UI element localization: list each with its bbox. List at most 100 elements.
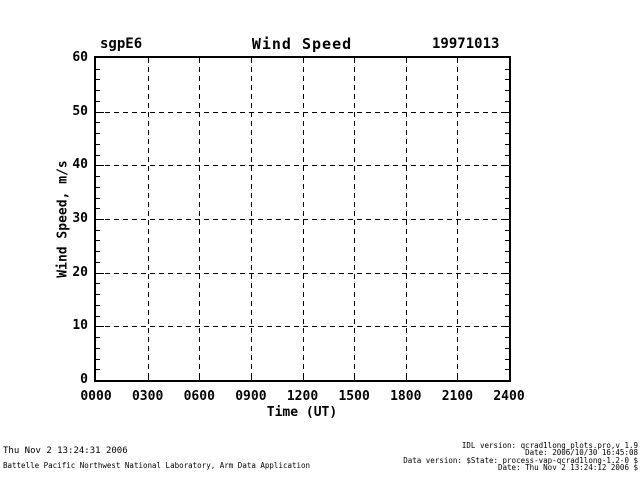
y-minor-tick-right	[505, 315, 509, 317]
site-label: sgpE6	[100, 36, 143, 52]
footer-version-info: IDL version: qcrad1long_plots.pro,v 1.9 …	[403, 442, 638, 472]
footer-organization: Battelle Pacific Northwest National Labo…	[3, 461, 311, 470]
y-major-tick-left	[96, 326, 104, 328]
y-minor-tick-right	[505, 122, 509, 124]
y-minor-tick-right	[505, 261, 509, 263]
x-tick-label: 2100	[441, 389, 474, 404]
y-minor-tick-right	[505, 229, 509, 231]
y-minor-tick-left	[96, 68, 100, 70]
y-minor-tick-right	[505, 133, 509, 135]
y-major-tick-right	[501, 219, 509, 220]
y-minor-tick-left	[96, 315, 100, 317]
footer-idl-version: IDL version: qcrad1long_plots.pro,v 1.9	[461, 441, 638, 450]
y-minor-tick-left	[96, 304, 100, 306]
y-minor-tick-right	[505, 251, 509, 253]
y-tick-label: 40	[72, 157, 88, 173]
x-major-tick-top	[250, 58, 252, 63]
y-minor-tick-left	[96, 240, 100, 242]
y-minor-tick-right	[505, 294, 509, 296]
x-major-tick-top	[405, 58, 407, 63]
x-major-tick-top	[457, 58, 459, 63]
x-tick-label: 0000	[80, 389, 112, 404]
y-minor-tick-left	[96, 294, 100, 296]
y-minor-tick-left	[96, 229, 100, 231]
footer-timestamp: Thu Nov 2 13:24:31 2006	[3, 446, 128, 456]
y-tick-label: 10	[72, 318, 88, 334]
y-minor-tick-left	[96, 143, 100, 145]
y-minor-tick-right	[505, 208, 509, 210]
y-major-tick-right	[501, 165, 509, 167]
chart-title: Wind Speed	[251, 35, 353, 53]
y-minor-tick-left	[96, 208, 100, 210]
y-tick-label: 50	[72, 103, 88, 119]
x-tick-label: 1200	[286, 389, 319, 404]
y-major-tick-left	[96, 272, 104, 274]
y-minor-tick-right	[505, 337, 509, 339]
y-minor-tick-left	[96, 186, 100, 188]
x-tick-label: 0300	[131, 389, 164, 404]
plot-area	[94, 56, 511, 382]
x-major-tick-bottom	[147, 375, 149, 380]
y-minor-tick-right	[505, 283, 509, 285]
y-minor-tick-left	[96, 283, 100, 285]
footer-idl-date: Date: 2006/10/30 16:45:08	[525, 448, 638, 458]
x-tick-label: 0900	[235, 389, 267, 404]
y-minor-tick-right	[505, 358, 509, 360]
y-minor-tick-left	[96, 251, 100, 253]
y-minor-tick-right	[505, 90, 509, 92]
y-gridline	[96, 111, 509, 113]
x-tick-label: 1800	[390, 389, 422, 404]
y-major-tick-left	[96, 219, 104, 220]
y-gridline	[96, 272, 509, 274]
y-minor-tick-left	[96, 90, 100, 92]
x-major-tick-top	[302, 58, 304, 63]
y-minor-tick-right	[505, 143, 509, 145]
y-minor-tick-right	[505, 154, 509, 156]
plot-date-label: 19971013	[432, 36, 500, 52]
y-gridline	[96, 326, 509, 328]
y-minor-tick-right	[505, 347, 509, 349]
y-minor-tick-left	[96, 154, 100, 156]
y-minor-tick-left	[96, 261, 100, 263]
y-minor-tick-left	[96, 358, 100, 360]
y-minor-tick-left	[96, 100, 100, 102]
x-major-tick-bottom	[457, 375, 459, 380]
x-major-tick-bottom	[405, 375, 407, 380]
y-minor-tick-left	[96, 79, 100, 81]
x-tick-label: 1500	[338, 389, 370, 404]
x-major-tick-bottom	[250, 375, 252, 380]
x-major-tick-bottom	[302, 375, 304, 380]
y-gridline	[96, 219, 509, 220]
x-tick-label: 2400	[493, 389, 525, 404]
y-minor-tick-left	[96, 122, 100, 124]
y-tick-label: 60	[72, 50, 88, 65]
x-major-tick-top	[147, 58, 149, 63]
y-minor-tick-right	[505, 186, 509, 188]
x-major-tick-top	[199, 58, 201, 63]
y-axis-title: Wind Speed, m/s	[55, 160, 71, 278]
y-major-tick-right	[501, 272, 509, 274]
y-minor-tick-left	[96, 347, 100, 349]
y-minor-tick-left	[96, 176, 100, 178]
y-minor-tick-right	[505, 68, 509, 70]
y-minor-tick-right	[505, 100, 509, 102]
footer-data-version: Data version: $State: process-vap-qcrad1…	[403, 455, 638, 465]
y-minor-tick-left	[96, 197, 100, 199]
y-tick-label: 30	[72, 211, 88, 226]
x-tick-label: 0600	[183, 389, 215, 404]
y-minor-tick-right	[505, 197, 509, 199]
x-major-tick-bottom	[199, 375, 201, 380]
y-tick-label: 0	[80, 372, 88, 387]
y-minor-tick-right	[505, 240, 509, 242]
y-major-tick-right	[501, 326, 509, 328]
y-major-tick-left	[96, 165, 104, 167]
y-minor-tick-right	[505, 79, 509, 81]
y-minor-tick-right	[505, 176, 509, 178]
y-major-tick-right	[501, 111, 509, 113]
y-minor-tick-left	[96, 337, 100, 339]
x-axis-title: Time (UT)	[266, 405, 338, 420]
y-gridline	[96, 165, 509, 167]
y-minor-tick-right	[505, 369, 509, 371]
y-minor-tick-left	[96, 133, 100, 135]
